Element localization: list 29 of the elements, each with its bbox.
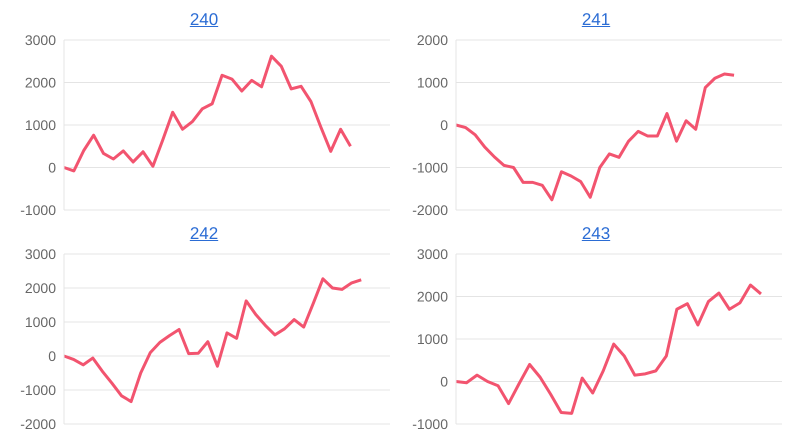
y-tick-label: 0: [48, 159, 56, 176]
y-tick-label: 0: [48, 348, 56, 364]
y-tick-label: -1000: [412, 416, 448, 432]
y-tick-label: 1000: [416, 74, 448, 90]
y-tick-label: -1000: [20, 382, 56, 398]
chart-title: 242: [188, 223, 220, 245]
y-tick-label: -2000: [412, 202, 448, 218]
y-tick-label: 2000: [24, 280, 56, 296]
line-series: [62, 277, 363, 404]
y-tick-label: 2000: [416, 32, 448, 48]
y-tick-label: 2000: [416, 288, 448, 304]
y-tick-label: 1000: [24, 314, 56, 330]
line-series: [454, 72, 736, 202]
y-tick-label: 3000: [24, 246, 56, 262]
y-tick-label: -1000: [20, 202, 56, 218]
chart-title: 241: [580, 9, 612, 31]
y-tick-label: 2000: [24, 74, 56, 90]
y-tick-label: 3000: [416, 246, 448, 262]
y-tick-label: 1000: [416, 330, 448, 347]
y-tick-label: 1000: [24, 116, 56, 133]
y-tick-label: 3000: [24, 32, 56, 48]
chart-title: 240: [188, 9, 220, 31]
y-tick-label: 0: [440, 116, 448, 133]
line-series: [454, 284, 762, 415]
y-tick-label: -2000: [20, 416, 56, 432]
y-tick-label: 0: [440, 373, 448, 390]
chart-title: 243: [580, 223, 612, 245]
y-tick-label: -1000: [412, 159, 448, 176]
line-series: [62, 54, 352, 172]
